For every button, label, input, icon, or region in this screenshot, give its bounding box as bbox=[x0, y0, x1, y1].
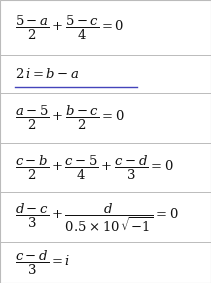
Text: $2\,i=b-a$: $2\,i=b-a$ bbox=[15, 67, 79, 81]
Text: $\dfrac{c-d}{3}=i$: $\dfrac{c-d}{3}=i$ bbox=[15, 248, 70, 276]
Text: $\dfrac{5-a}{2}+\dfrac{5-c}{4}=0$: $\dfrac{5-a}{2}+\dfrac{5-c}{4}=0$ bbox=[15, 14, 124, 42]
Text: $\dfrac{a-5}{2}+\dfrac{b-c}{2}=0$: $\dfrac{a-5}{2}+\dfrac{b-c}{2}=0$ bbox=[15, 104, 124, 132]
Text: $\dfrac{d-c}{3}+\dfrac{d}{0.5\times 10\,\sqrt{-1}}=0$: $\dfrac{d-c}{3}+\dfrac{d}{0.5\times 10\,… bbox=[15, 201, 179, 234]
Text: $\dfrac{c-b}{2}+\dfrac{c-5}{4}+\dfrac{c-d}{3}=0$: $\dfrac{c-b}{2}+\dfrac{c-5}{4}+\dfrac{c-… bbox=[15, 154, 174, 182]
